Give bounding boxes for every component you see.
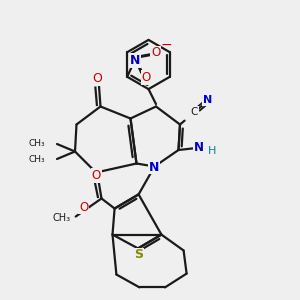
Text: N: N	[202, 95, 212, 105]
Text: N: N	[130, 54, 140, 67]
Text: O: O	[92, 169, 101, 182]
Text: CH₃: CH₃	[29, 140, 46, 148]
Text: O: O	[142, 71, 151, 84]
Text: CH₃: CH₃	[52, 213, 70, 223]
Text: S: S	[134, 248, 143, 262]
Text: O: O	[93, 72, 102, 85]
Text: H: H	[208, 146, 216, 156]
Text: −: −	[161, 38, 172, 52]
Text: O: O	[151, 46, 160, 59]
Text: N: N	[194, 141, 204, 154]
Text: N: N	[149, 160, 159, 174]
Text: C: C	[190, 106, 198, 117]
Text: CH₃: CH₃	[29, 154, 46, 164]
Text: O: O	[79, 201, 88, 214]
